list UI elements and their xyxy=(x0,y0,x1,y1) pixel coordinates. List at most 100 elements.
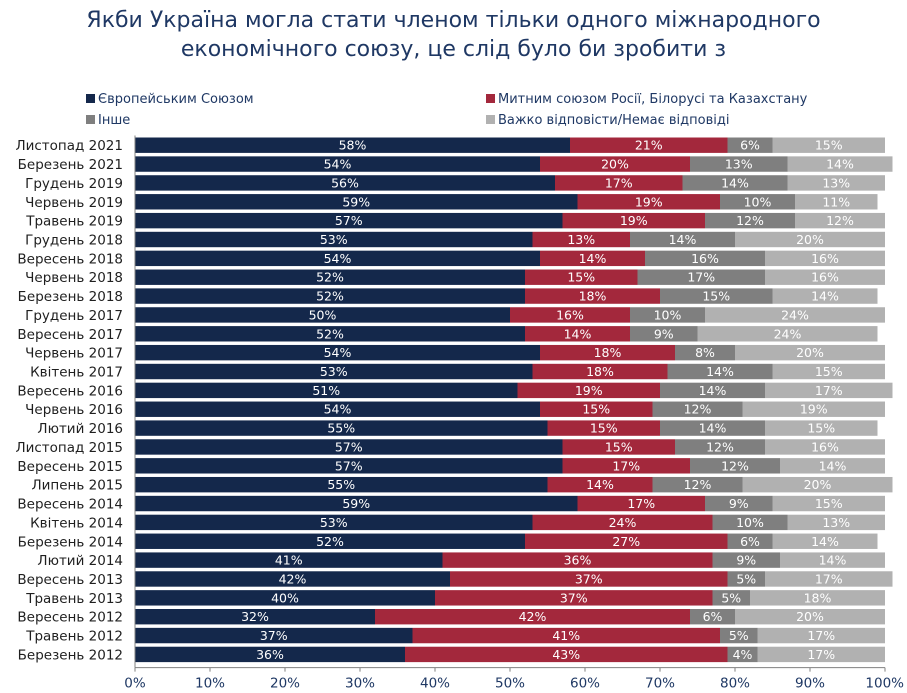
data-label: 37% xyxy=(560,590,588,605)
data-label: 12% xyxy=(736,213,764,228)
bar-segment xyxy=(532,363,668,380)
bar-segment xyxy=(570,137,728,153)
bar-segment xyxy=(750,590,885,606)
data-label: 12% xyxy=(684,402,712,417)
category-label: Лютий 2016 xyxy=(37,421,123,437)
bar-segment xyxy=(772,137,885,153)
data-label: 55% xyxy=(327,421,355,436)
bar-segment xyxy=(135,194,578,210)
data-label: 17% xyxy=(687,270,715,285)
bar-segment xyxy=(682,175,788,191)
data-label: 24% xyxy=(609,515,637,530)
data-label: 56% xyxy=(331,175,359,190)
data-label: 18% xyxy=(586,364,614,379)
data-label: 9% xyxy=(729,496,749,511)
bar-segment xyxy=(630,307,705,323)
data-label: 10% xyxy=(654,307,682,322)
data-label: 14% xyxy=(721,175,749,190)
data-label: 5% xyxy=(729,628,749,643)
bar-segment xyxy=(540,156,690,172)
category-label: Березень 2018 xyxy=(18,289,123,305)
data-label: 14% xyxy=(579,251,607,266)
category-label: Листопад 2021 xyxy=(15,138,123,154)
data-label: 9% xyxy=(736,553,756,568)
x-tick-label: 60% xyxy=(570,676,600,692)
bar-segment xyxy=(697,326,878,342)
bar-segment xyxy=(765,250,885,267)
bar-segment xyxy=(735,231,885,248)
data-label: 36% xyxy=(564,553,592,568)
data-label: 15% xyxy=(605,439,633,454)
bar-segment xyxy=(720,627,758,644)
bar-segment xyxy=(765,439,885,455)
bar-segment xyxy=(135,552,443,568)
bar-segment xyxy=(727,533,773,549)
bar-segment xyxy=(135,476,548,493)
legend-label-hard-to-say: Важко відповісти/Немає відповіді xyxy=(498,113,730,128)
bar-segment xyxy=(712,590,750,606)
data-label: 12% xyxy=(706,439,734,454)
data-label: 9% xyxy=(654,326,674,341)
data-label: 14% xyxy=(819,553,847,568)
data-label: 14% xyxy=(564,326,592,341)
bar-segment xyxy=(540,250,645,267)
bar-segment xyxy=(660,420,765,436)
category-label: Вересень 2014 xyxy=(17,497,123,513)
data-label: 59% xyxy=(342,194,370,209)
x-tick-label: 90% xyxy=(795,676,825,692)
data-label: 37% xyxy=(260,628,288,643)
category-label: Червень 2019 xyxy=(25,195,123,211)
x-tick-label: 0% xyxy=(124,676,146,692)
data-label: 53% xyxy=(320,364,348,379)
bar-segment xyxy=(135,231,533,248)
bar-segment xyxy=(517,382,660,399)
bar-segment xyxy=(652,476,743,493)
data-label: 16% xyxy=(811,439,839,454)
data-label: 19% xyxy=(575,383,603,398)
bar-segment xyxy=(510,307,630,323)
bar-segment xyxy=(135,250,540,267)
data-label: 16% xyxy=(556,307,584,322)
legend-swatch-other xyxy=(86,115,95,124)
bar-segment xyxy=(712,514,788,531)
bar-segment xyxy=(577,495,705,512)
data-label: 19% xyxy=(800,402,828,417)
bar-segment xyxy=(135,571,450,587)
data-label: 57% xyxy=(335,439,363,454)
bar-segment xyxy=(675,439,765,455)
bar-segment xyxy=(757,627,885,644)
bar-segment xyxy=(705,307,885,323)
bar-segment xyxy=(435,590,713,606)
bar-segment xyxy=(787,156,893,172)
bar-segment xyxy=(135,382,518,399)
data-label: 42% xyxy=(279,571,307,586)
data-label: 12% xyxy=(684,477,712,492)
legend-swatch-customs-union xyxy=(486,94,495,103)
data-label: 15% xyxy=(807,421,835,436)
bar-segment xyxy=(412,627,720,644)
bar-segment xyxy=(135,439,563,455)
data-label: 15% xyxy=(582,402,610,417)
data-label: 15% xyxy=(815,138,843,153)
bar-segment xyxy=(795,212,885,229)
x-tick-label: 80% xyxy=(720,676,750,692)
data-label: 14% xyxy=(699,383,727,398)
category-label: Березень 2014 xyxy=(18,534,123,550)
data-label: 40% xyxy=(271,590,299,605)
data-label: 5% xyxy=(721,590,741,605)
data-label: 17% xyxy=(815,383,843,398)
x-tick-label: 70% xyxy=(645,676,675,692)
bar-segment xyxy=(135,175,555,191)
bar-segment xyxy=(405,646,728,663)
data-label: 20% xyxy=(796,609,824,624)
category-label: Квітень 2017 xyxy=(30,365,123,381)
bar-segment xyxy=(795,194,878,210)
data-label: 4% xyxy=(733,647,753,662)
bar-segment xyxy=(540,344,675,361)
data-label: 14% xyxy=(706,364,734,379)
bar-segment xyxy=(637,269,765,285)
bar-segment xyxy=(135,590,435,606)
bar-segment xyxy=(727,646,758,663)
bar-segment xyxy=(577,194,720,210)
data-label: 8% xyxy=(695,345,715,360)
